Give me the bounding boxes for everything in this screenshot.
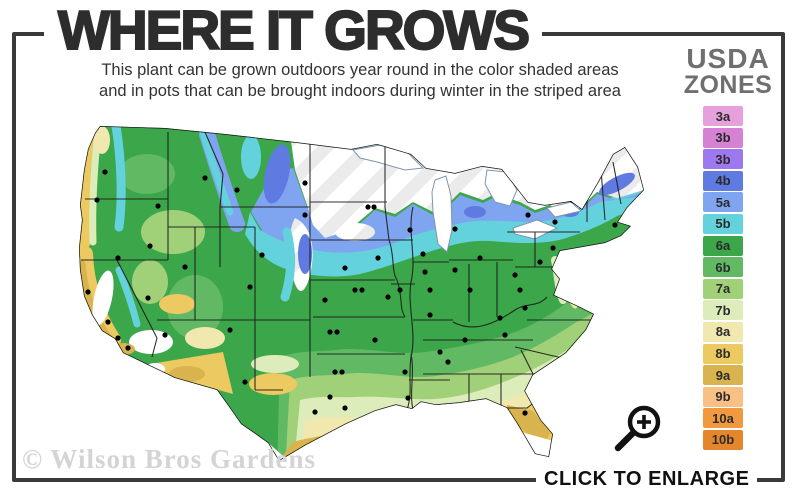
legend-zone-swatch: 3b [703, 149, 743, 170]
city-dot [342, 265, 348, 271]
city-dot [584, 182, 590, 188]
legend-zone-swatch: 8b [703, 343, 743, 364]
city-dot [327, 394, 333, 400]
city-dot [427, 312, 433, 318]
city-dot [371, 204, 377, 210]
legend-zone-swatch: 5b [703, 213, 743, 234]
city-dot [125, 345, 131, 351]
city-dot [322, 297, 328, 303]
city-dot [422, 269, 428, 275]
city-dot [372, 337, 378, 343]
city-dot [522, 410, 528, 416]
us-map-canvas [79, 126, 644, 461]
city-dot [147, 243, 153, 249]
city-dot [452, 226, 458, 232]
city-dot [385, 294, 391, 300]
city-dot [359, 287, 365, 293]
city-dot [612, 222, 618, 228]
legend-title-usda: USDA [686, 43, 770, 74]
city-dot [550, 245, 556, 251]
subtitle-line-2: and in pots that can be brought indoors … [99, 82, 621, 100]
city-dot [85, 289, 91, 295]
city-dot [477, 255, 483, 261]
legend-zone-swatch: 9b [703, 386, 743, 407]
city-dot [202, 175, 208, 181]
city-dot [437, 349, 443, 355]
legend-zone-swatch: 7a [703, 278, 743, 299]
legend-zone-swatch: 7b [703, 300, 743, 321]
subtitle: This plant can be grown outdoors year ro… [70, 60, 650, 102]
city-dot [427, 287, 433, 293]
state-borders [81, 131, 622, 414]
city-dot [332, 369, 338, 375]
magnifier-plus-icon[interactable] [608, 400, 666, 467]
city-dot [375, 255, 381, 261]
city-dot [557, 187, 563, 193]
city-dot [234, 187, 240, 193]
city-dot [115, 335, 121, 341]
great-lakes [352, 144, 583, 253]
city-dot [339, 369, 345, 375]
city-dot [407, 227, 413, 233]
legend-zone-swatch: 6b [703, 257, 743, 278]
page-title: WHERE IT GROWS [44, 0, 543, 61]
city-dot [302, 212, 308, 218]
city-dot [467, 287, 473, 293]
city-dot [554, 440, 560, 446]
city-dot [327, 329, 333, 335]
subtitle-line-1: This plant can be grown outdoors year ro… [101, 61, 619, 79]
usda-zone-map[interactable] [55, 112, 665, 479]
legend-zone-swatch: 6a [703, 235, 743, 256]
city-dot [162, 332, 168, 338]
legend-zone-swatch: 4b [703, 170, 743, 191]
city-dot [452, 267, 458, 273]
city-dot [342, 405, 348, 411]
legend-zone-swatch: 9a [703, 365, 743, 386]
city-dot [227, 327, 233, 333]
city-dot [537, 259, 543, 265]
city-dot [420, 251, 426, 257]
city-dot [405, 395, 411, 401]
city-dot [445, 359, 451, 365]
city-dot [247, 284, 253, 290]
legend-zone-swatch: 10a [703, 408, 743, 429]
legend-title: USDA ZONES [676, 43, 780, 99]
city-dot [569, 197, 575, 203]
click-to-enlarge-button[interactable]: CLICK TO ENLARGE [536, 468, 758, 491]
city-dot [182, 264, 188, 270]
city-dot [115, 255, 121, 261]
legend-zone-swatch: 3b [703, 127, 743, 148]
city-dot [312, 409, 318, 415]
city-dot [462, 337, 468, 343]
city-dot [402, 369, 408, 375]
city-dot [102, 169, 108, 175]
legend-zone-swatch: 5a [703, 192, 743, 213]
city-dot [242, 379, 248, 385]
city-dot [525, 212, 531, 218]
city-dot [522, 305, 528, 311]
watermark: © Wilson Bros Gardens [22, 444, 316, 474]
city-dot [145, 295, 151, 301]
city-dot [352, 287, 358, 293]
legend-zone-swatch: 10b [703, 429, 743, 450]
city-dot [502, 332, 508, 338]
usda-zones-legend: 3a 3b 3b 4b 5a 5b 6a 6b 7a 7b 8a 8b 9a 9b 10a 10b [703, 106, 743, 452]
city-dot [517, 287, 523, 293]
legend-zone-swatch: 8a [703, 321, 743, 342]
city-dot [155, 203, 161, 209]
legend-zone-swatch: 3a [703, 106, 743, 126]
city-dot [512, 272, 518, 278]
city-dot [552, 219, 558, 225]
city-dot [334, 329, 340, 335]
city-dot [397, 287, 403, 293]
city-dot [365, 204, 371, 210]
legend-title-zones: ZONES [683, 71, 773, 99]
city-dot [259, 252, 265, 258]
city-dot [105, 319, 111, 325]
city-dot [302, 180, 308, 186]
city-dot [497, 315, 503, 321]
city-dot [94, 197, 100, 203]
